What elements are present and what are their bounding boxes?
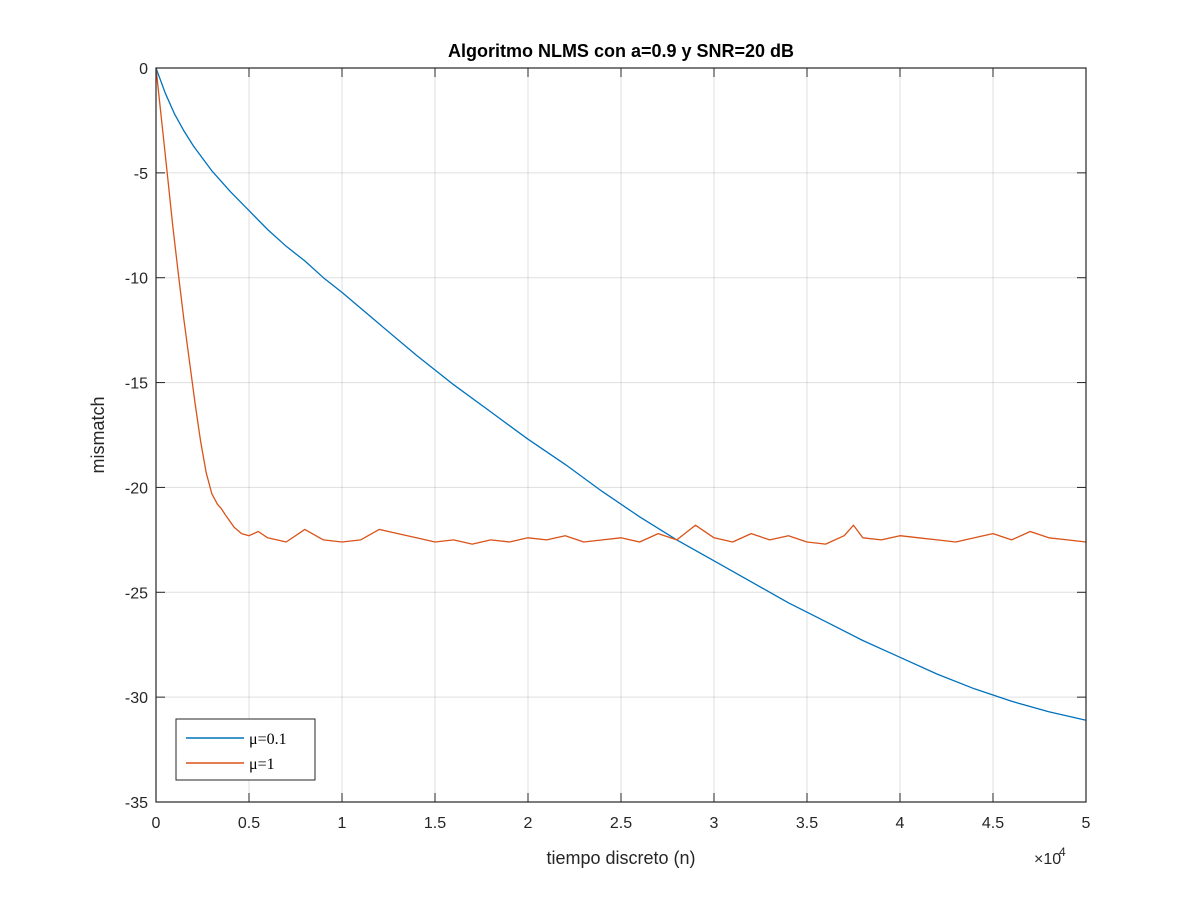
x-tick-label: 4 [896,815,905,832]
y-tick-label: -15 [125,376,148,393]
x-tick-labels: 0 0.5 1 1.5 2 2.5 3 3.5 4 4.5 5 [152,815,1091,832]
x-tick-label: 4.5 [982,815,1004,832]
grid [156,68,1086,802]
series-line-mu-0-1 [155,67,1087,721]
x-tick-label: 3.5 [796,815,818,832]
legend: μ=0.1 μ=1 [175,718,316,781]
legend-label-mu-0-1: μ=0.1 [249,731,287,748]
x-exponent-label: ×10 4 [1034,845,1066,868]
plot-area [156,68,1086,802]
y-tick-label: 0 [139,61,148,78]
x-tick-label: 2 [524,815,533,832]
y-tick-label: -10 [125,271,148,288]
y-tick-label: -35 [125,795,148,812]
y-axis-label: mismatch [88,396,108,473]
x-tick-label: 0.5 [238,815,260,832]
x-tick-label: 1.5 [424,815,446,832]
x-tick-label: 5 [1082,815,1091,832]
x-tick-label: 0 [152,815,161,832]
chart-title: Algoritmo NLMS con a=0.9 y SNR=20 dB [448,41,794,61]
legend-label-mu-1: μ=1 [249,756,275,773]
series-layer [155,67,1087,721]
y-tick-label: -20 [125,480,148,497]
x-tick-label: 3 [710,815,719,832]
y-tick-label: -25 [125,585,148,602]
y-tick-label: -30 [125,690,148,707]
x-exponent-power: 4 [1059,845,1066,859]
ticks [155,67,1087,803]
x-exponent-base: ×10 [1034,851,1061,868]
x-tick-label: 1 [338,815,347,832]
x-axis-label: tiempo discreto (n) [546,848,695,868]
series-line-mu-1 [155,67,1087,545]
y-tick-labels: 0 -5 -10 -15 -20 -25 -30 -35 [125,61,148,812]
y-tick-label: -5 [134,166,148,183]
legend-box [175,718,316,781]
x-tick-label: 2.5 [610,815,632,832]
